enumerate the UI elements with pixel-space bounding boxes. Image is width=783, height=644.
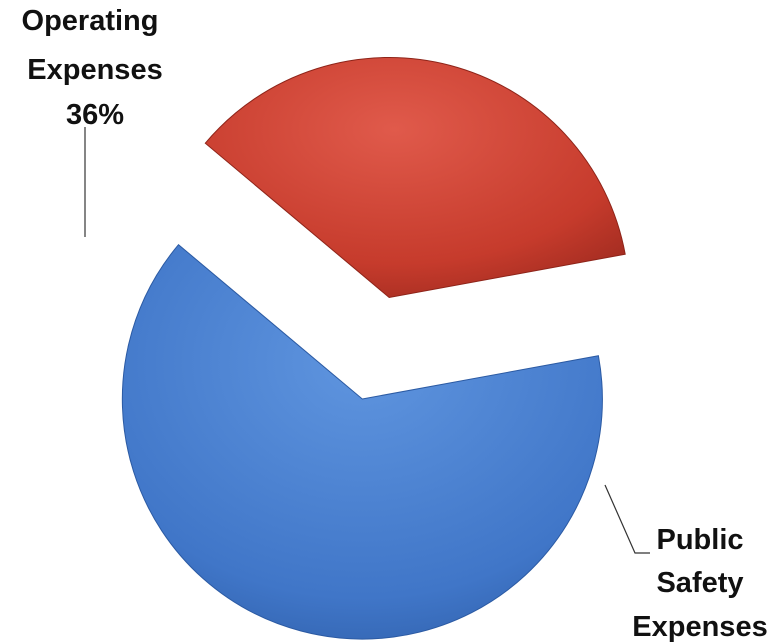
slice-label-public-safety-line3: Expenses xyxy=(632,611,767,643)
slice-label-public-safety-line2: Safety xyxy=(656,567,743,599)
pie-slice-operating-expenses xyxy=(204,57,626,299)
slice-value-operating: 36% xyxy=(66,99,124,131)
slice-label-operating-line1: Operating xyxy=(22,5,159,37)
leader-line-public-safety-expenses xyxy=(604,484,650,554)
pie-slice-public-safety-expenses xyxy=(121,243,603,640)
slice-label-public-safety-line1: Public xyxy=(656,524,743,556)
slice-label-operating-line2: Expenses xyxy=(27,54,162,86)
